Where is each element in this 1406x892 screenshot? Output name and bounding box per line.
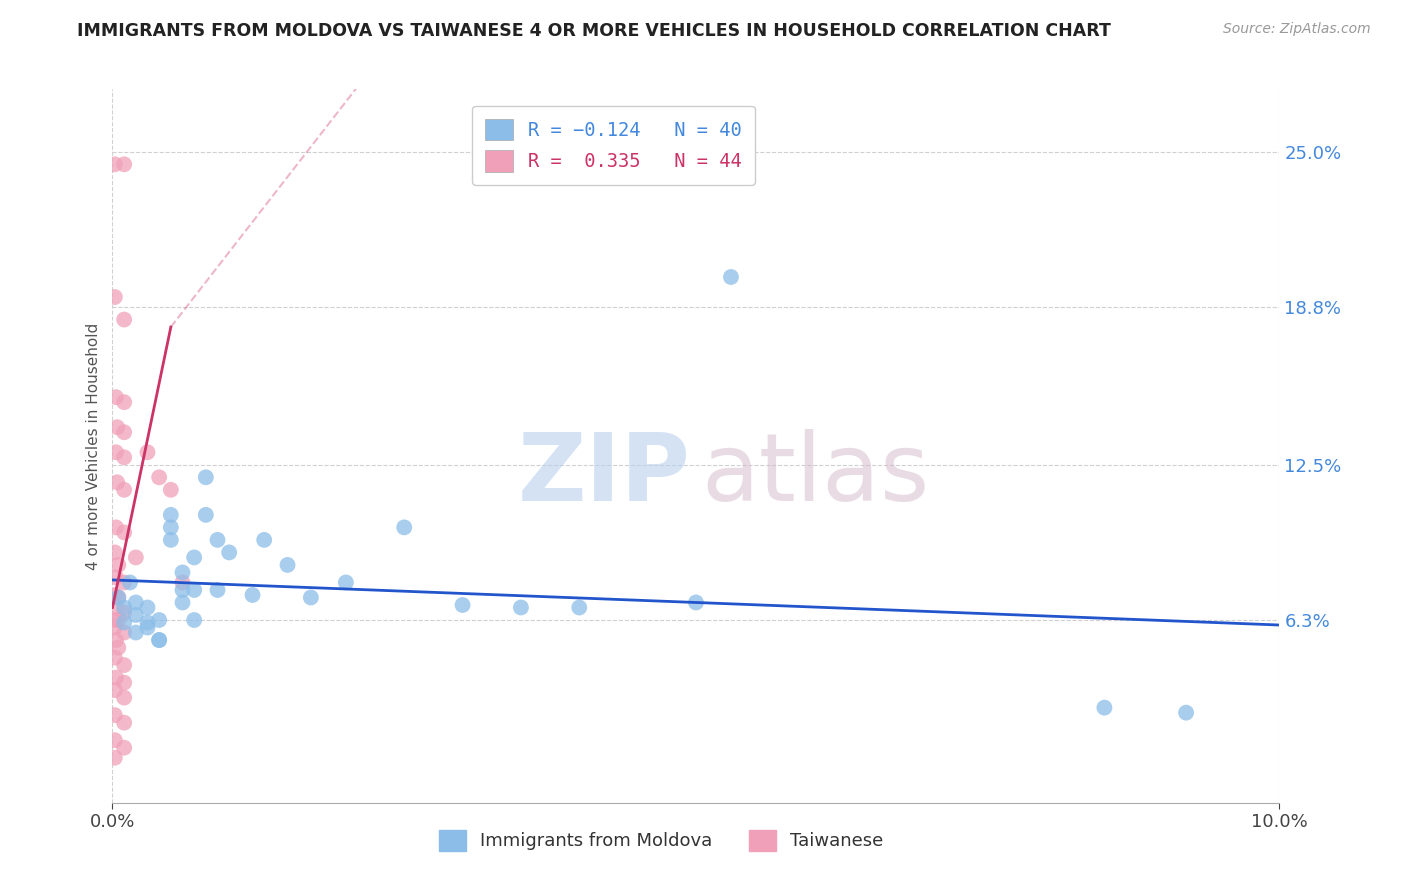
Point xyxy=(105,475,128,490)
Point xyxy=(112,525,135,540)
Point xyxy=(104,570,127,584)
Point xyxy=(112,740,135,755)
Point xyxy=(1094,700,1116,714)
Point xyxy=(136,445,159,459)
Point xyxy=(104,588,127,602)
Point xyxy=(104,750,127,764)
Point xyxy=(720,270,742,285)
Point xyxy=(160,508,183,522)
Point xyxy=(104,621,127,635)
Point xyxy=(207,582,229,597)
Point xyxy=(112,615,135,630)
Point xyxy=(172,582,194,597)
Point xyxy=(104,708,127,723)
Point xyxy=(104,671,127,685)
Point xyxy=(509,600,531,615)
Point xyxy=(183,550,205,565)
Point xyxy=(685,595,707,609)
Point xyxy=(112,425,135,440)
Point xyxy=(148,470,170,484)
Point xyxy=(112,157,135,171)
Point xyxy=(112,690,135,705)
Point xyxy=(112,675,135,690)
Point xyxy=(112,483,135,497)
Point xyxy=(104,390,127,404)
Point xyxy=(335,575,357,590)
Point xyxy=(107,558,129,572)
Point xyxy=(112,575,135,590)
Point xyxy=(107,613,129,627)
Point xyxy=(172,575,194,590)
Point xyxy=(112,658,135,673)
Point xyxy=(107,591,129,605)
Point xyxy=(253,533,276,547)
Point xyxy=(118,575,141,590)
Point xyxy=(136,600,159,615)
Point xyxy=(104,650,127,665)
Point xyxy=(183,613,205,627)
Point xyxy=(148,633,170,648)
Point xyxy=(112,395,135,409)
Point xyxy=(394,520,416,534)
Point xyxy=(104,733,127,747)
Point xyxy=(104,600,127,615)
Point xyxy=(160,520,183,534)
Point xyxy=(104,290,127,304)
Point xyxy=(112,312,135,326)
Text: Source: ZipAtlas.com: Source: ZipAtlas.com xyxy=(1223,22,1371,37)
Point xyxy=(104,683,127,698)
Point xyxy=(568,600,591,615)
Point xyxy=(112,715,135,730)
Point xyxy=(136,615,159,630)
Text: IMMIGRANTS FROM MOLDOVA VS TAIWANESE 4 OR MORE VEHICLES IN HOUSEHOLD CORRELATION: IMMIGRANTS FROM MOLDOVA VS TAIWANESE 4 O… xyxy=(77,22,1111,40)
Point xyxy=(299,591,322,605)
Point xyxy=(104,445,127,459)
Point xyxy=(104,613,127,627)
Point xyxy=(105,420,128,434)
Point xyxy=(112,450,135,465)
Point xyxy=(112,606,135,620)
Point xyxy=(194,470,217,484)
Point xyxy=(183,582,205,597)
Point xyxy=(125,607,148,622)
Point xyxy=(104,157,127,171)
Point xyxy=(112,600,135,615)
Point xyxy=(125,595,148,609)
Point xyxy=(104,520,127,534)
Point xyxy=(104,633,127,648)
Point xyxy=(148,633,170,648)
Legend: Immigrants from Moldova, Taiwanese: Immigrants from Moldova, Taiwanese xyxy=(432,822,890,858)
Point xyxy=(107,591,129,605)
Point xyxy=(172,566,194,580)
Point xyxy=(242,588,264,602)
Point xyxy=(218,545,240,559)
Point xyxy=(1175,706,1198,720)
Y-axis label: 4 or more Vehicles in Household: 4 or more Vehicles in Household xyxy=(86,322,101,570)
Point xyxy=(172,595,194,609)
Point xyxy=(107,640,129,655)
Point xyxy=(125,625,148,640)
Point xyxy=(125,550,148,565)
Point xyxy=(160,533,183,547)
Point xyxy=(148,613,170,627)
Point xyxy=(112,625,135,640)
Text: atlas: atlas xyxy=(702,428,929,521)
Point xyxy=(104,545,127,559)
Point xyxy=(160,483,183,497)
Point xyxy=(207,533,229,547)
Point xyxy=(451,598,474,612)
Point xyxy=(136,621,159,635)
Point xyxy=(276,558,298,572)
Text: ZIP: ZIP xyxy=(517,428,690,521)
Point xyxy=(194,508,217,522)
